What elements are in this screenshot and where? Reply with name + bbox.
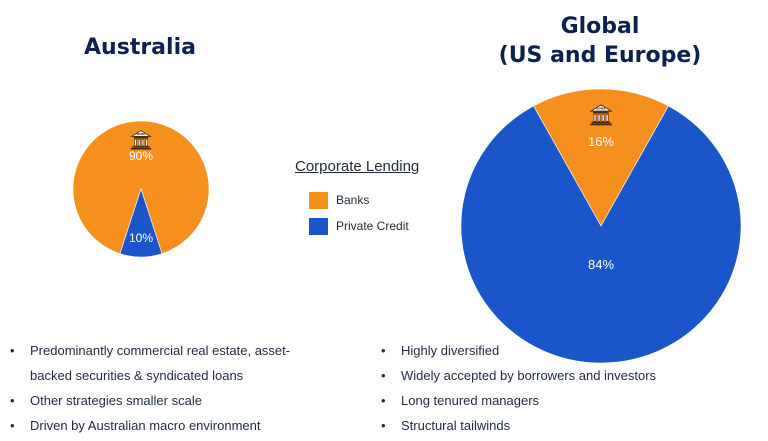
legend-item-private-credit: Private Credit	[295, 217, 465, 235]
global-bullet-item: Highly diversified	[381, 338, 761, 363]
pie-slice-label: 16%	[588, 134, 614, 149]
global-chart-title: Global (US and Europe)	[480, 12, 720, 70]
pie-slice-label: 84%	[588, 257, 614, 272]
pie-slice-label: 90%	[129, 149, 153, 163]
legend-label-private-credit: Private Credit	[336, 219, 409, 233]
australia-bullet-item: Other strategies smaller scale	[10, 388, 330, 413]
pie-slice-label: 10%	[129, 231, 153, 245]
pie-slice-banks	[533, 88, 669, 227]
legend-swatch-private-credit	[309, 217, 328, 235]
pie-slice-private-credit	[119, 188, 163, 258]
australia-bullet-item: Driven by Australian macro environment	[10, 413, 330, 438]
global-bullet-item: Long tenured managers	[381, 388, 761, 413]
global-bullet-list: Highly diversified Widely accepted by bo…	[381, 338, 761, 438]
global-title-line-1: Global	[560, 14, 640, 39]
australia-bullet-item: Predominantly commercial real estate, as…	[10, 338, 330, 388]
australia-bullet-list: Predominantly commercial real estate, as…	[10, 338, 330, 438]
australia-chart-title: Australia	[84, 35, 196, 60]
legend-swatch-banks	[309, 191, 328, 209]
legend-title: Corporate Lending	[295, 158, 420, 175]
global-bullet-item: Widely accepted by borrowers and investo…	[381, 363, 761, 388]
global-title-line-2: (US and Europe)	[498, 43, 702, 68]
pie-slice-banks	[72, 120, 210, 255]
legend-item-banks: Banks	[295, 191, 465, 209]
chart-legend: Corporate Lending Banks Private Credit	[295, 158, 465, 243]
global-bullet-item: Structural tailwinds	[381, 413, 761, 438]
legend-label-banks: Banks	[336, 193, 370, 207]
